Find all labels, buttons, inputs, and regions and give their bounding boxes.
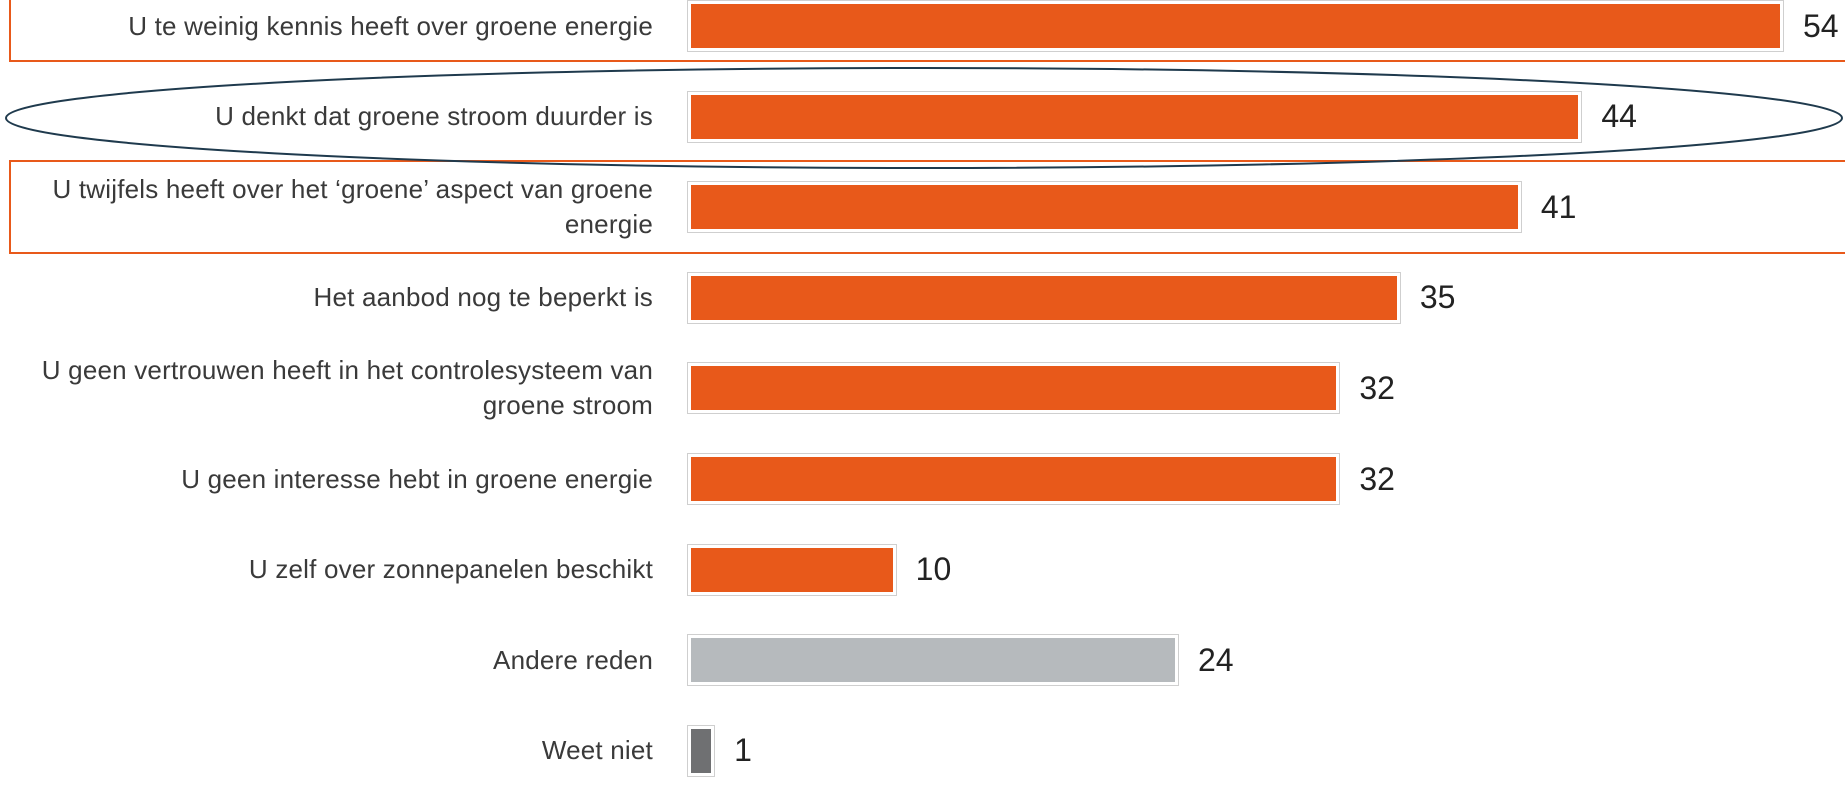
category-text: U denkt dat groene stroom duurder is [215, 101, 653, 132]
bar [686, 724, 716, 777]
category-label: U geen vertrouwen heeft in het controles… [20, 348, 653, 428]
category-text: Het aanbod nog te beperkt is [313, 282, 653, 313]
bar [687, 181, 1522, 234]
category-text: U zelf over zonnepanelen beschikt [248, 554, 653, 585]
value-label: 41 [1540, 188, 1577, 225]
page: (() => { const data = JSON.parse(documen… [5, 0, 1845, 777]
category-label: U zelf over zonnepanelen beschikt [20, 530, 653, 610]
value-label: 10 [915, 551, 952, 588]
category-text: U twijfels heeft over het ‘groene’ aspec… [52, 174, 653, 240]
bar [687, 634, 1179, 687]
value-label: 1 [734, 732, 752, 769]
bar [687, 0, 1784, 52]
category-label: U te weinig kennis heeft over groene ene… [20, 0, 653, 66]
bar [687, 543, 897, 596]
category-label: U denkt dat groene stroom duurder is [20, 77, 653, 157]
category-label: Het aanbod nog te beperkt is [20, 258, 653, 338]
value-label: 24 [1198, 641, 1234, 678]
annotations [5, 0, 1845, 254]
value-label: 32 [1359, 460, 1395, 497]
category-text: U geen vertrouwen heeft in het controles… [41, 355, 653, 421]
bar [686, 90, 1583, 143]
bar [686, 453, 1341, 505]
highlight-box [9, 160, 1845, 254]
category-label: Andere reden [20, 620, 653, 700]
category-label: U twijfels heeft over het ‘groene’ aspec… [20, 167, 653, 247]
highlight-box [9, 0, 1845, 62]
category-label: Weet niet [20, 711, 653, 791]
value-label: 54 [1803, 7, 1839, 44]
bar [686, 362, 1341, 415]
category-text: U geen interesse hebt in groene energie [181, 463, 653, 494]
category-text: Weet niet [541, 735, 653, 766]
category-label: U geen interesse hebt in groene energie [20, 439, 653, 519]
bar [687, 271, 1401, 324]
value-label: 35 [1419, 279, 1456, 316]
category-text: U te weinig kennis heeft over groene ene… [128, 10, 653, 41]
value-label: 44 [1601, 98, 1637, 135]
highlight-ellipse [5, 67, 1843, 169]
category-text: Andere reden [493, 644, 653, 675]
value-label: 32 [1359, 369, 1395, 406]
